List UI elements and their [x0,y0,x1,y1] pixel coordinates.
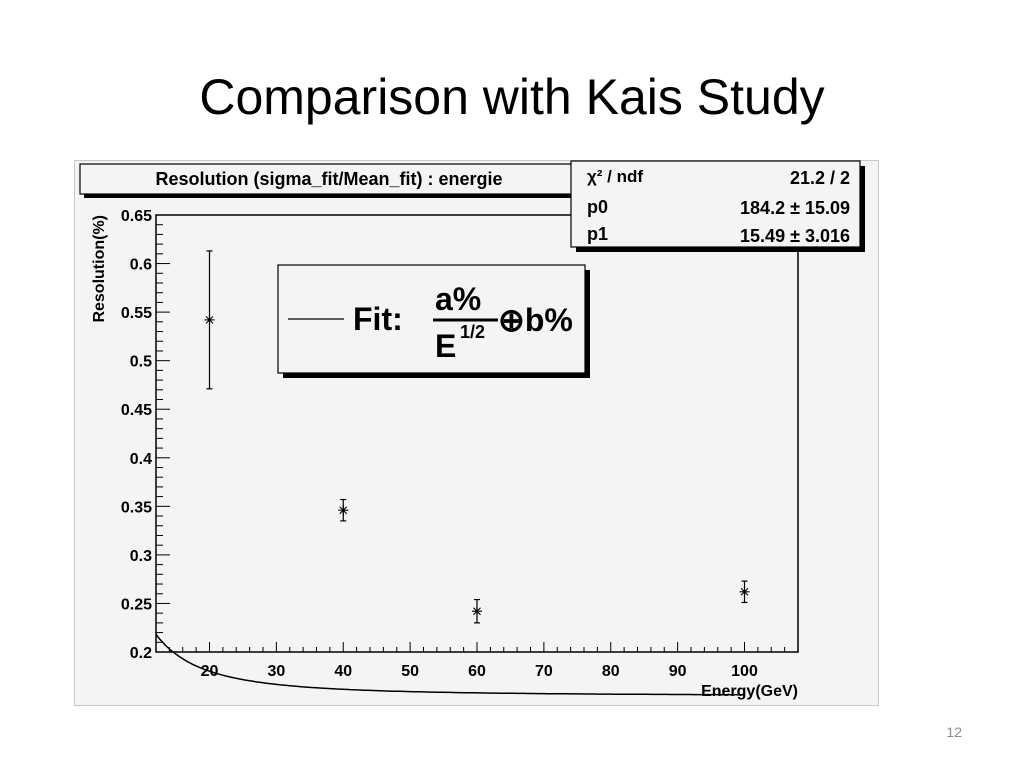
data-point-marker-stroke [339,506,348,515]
x-tick-label: 80 [602,663,620,680]
legend-denominator: E [435,328,456,364]
x-axis-label: Energy(GeV) [701,683,798,700]
x-tick-label: 40 [334,663,352,680]
x-tick-label: 90 [669,663,687,680]
data-point [472,606,482,617]
legend-box: Fit: a% E 1/2 ⊕b% [277,264,590,378]
data-points [204,250,750,624]
fit-curve [155,633,745,696]
y-tick-label: 0.65 [121,208,152,225]
axis-tick-labels: 20 30 40 50 60 70 80 90 1000.20.250.30.350.40.45… [121,208,758,680]
y-tick-label: 0.45 [121,402,152,419]
fit-curve-group [155,633,745,696]
data-point-marker-stroke [473,607,481,616]
y-tick-label: 0.35 [121,499,152,516]
stats-chi2-label: χ² / ndf [587,167,643,186]
page-number: 12 [946,724,962,740]
fit-stats-box: χ² / ndf 21.2 / 2 p0 184.2 ± 15.09 p1 15… [570,160,865,252]
y-tick-label: 0.2 [130,645,152,662]
y-axis-label: Resolution(%) [91,215,108,323]
y-tick-label: 0.4 [130,451,152,468]
legend-numerator: a% [435,281,481,317]
x-tick-label: 70 [535,663,553,680]
stats-p1-value: 15.49 ± 3.016 [740,226,850,246]
slide-title: Comparison with Kais Study [199,69,825,125]
x-tick-label: 60 [468,663,486,680]
stats-p1-label: p1 [587,224,608,244]
data-point [739,586,750,597]
data-point-marker-stroke [740,587,749,596]
axis-ticks [156,214,799,653]
y-tick-label: 0.3 [130,548,152,565]
x-tick-label: 100 [731,663,758,680]
stats-p0-value: 184.2 ± 15.09 [740,198,850,218]
stats-chi2-value: 21.2 / 2 [790,168,850,188]
y-tick-label: 0.6 [130,257,152,274]
x-tick-label: 30 [267,663,285,680]
stats-p0-label: p0 [587,197,608,217]
data-point-marker-stroke [205,315,214,324]
data-point [338,505,349,516]
y-tick-label: 0.55 [121,305,152,322]
legend-fit-label: Fit: [353,301,403,337]
y-tick-label: 0.5 [130,354,152,371]
legend-denominator-exponent: 1/2 [460,322,485,342]
data-point [204,314,215,325]
resolution-chart: 20 30 40 50 60 70 80 90 1000.20.250.30.350.40.45… [79,160,865,700]
chart-title-box: Resolution (sigma_fit/Mean_fit) : energi… [79,163,583,198]
chart-title: Resolution (sigma_fit/Mean_fit) : energi… [155,169,502,189]
legend-tail: ⊕b% [498,302,573,338]
y-tick-label: 0.25 [121,596,152,613]
x-tick-label: 50 [401,663,419,680]
